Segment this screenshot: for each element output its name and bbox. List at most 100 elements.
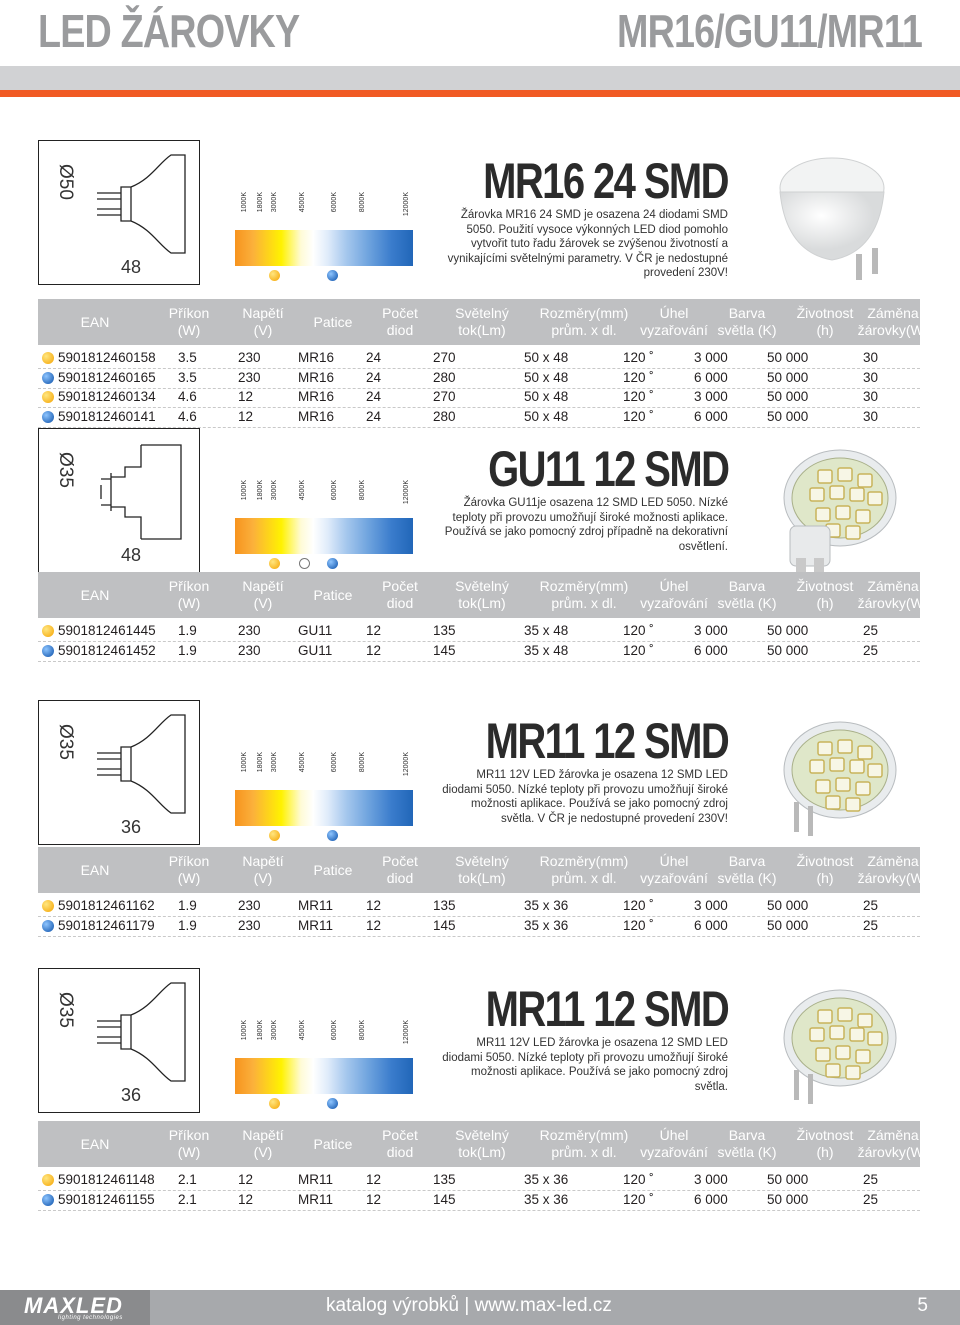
cell-zivotnost: 50 000 [767,389,809,404]
cell-barva: 6 000 [694,642,728,658]
cell-uhel: 120 ˚ [623,389,654,404]
cell-patice: GU11 [298,642,333,658]
temperature-label: 6000K [331,752,338,773]
header-line: (W) [177,870,201,886]
header-line: Barva [728,305,766,321]
header-line: EAN [80,586,110,603]
temperature-gradient [235,230,413,266]
header-line: Napětí [242,578,284,594]
warm-light-dot [42,391,54,403]
cell-prikon: 4.6 [178,389,197,404]
table-header: EAN Příkon (W) Napětí (V) Patice Počet diod Svět… [38,1121,928,1167]
column-header-rozmery: Rozměry(mm) prům. x dl. [530,1121,638,1167]
cell-ean: 5901812461452 [58,642,156,658]
row-divider [38,387,920,389]
cell-tok: 135 [433,623,456,638]
available-colors [235,266,413,282]
temperature-gradient [235,518,413,554]
cell-patice: MR16 [298,389,335,404]
header-line: Záměna [867,853,919,869]
column-header-rozmery: Rozměry(mm) prům. x dl. [530,847,638,893]
cold-light-dot [42,371,54,384]
temperature-label: 6000K [331,480,338,501]
row-divider [38,935,920,937]
bulb-photo [783,721,897,836]
header-line: žárovky(W) [857,870,929,886]
header-line: žárovky(W) [857,595,929,611]
temperature-label: 8000K [359,480,366,501]
header-line: Patice [313,861,353,878]
cell-tok: 145 [433,1191,456,1207]
maxled-logo-tagline: lighting technologies [58,1315,123,1321]
available-colors [235,1094,413,1110]
neutral-light-dot [299,558,310,569]
header-line: vyzařování [640,870,708,886]
bulb-drawing [97,154,186,254]
temperature-labels: 1000K 1800K 3000K 4500K 6000K 8000K 12000K [235,752,413,790]
table-row: 5901812460158 3.5 230 MR16 24 270 50 x 48 120 ˚… [38,349,920,368]
column-header-zivotnost: Životnost (h) [784,572,866,618]
color-temperature-scale: 1000K 1800K 3000K 4500K 6000K 8000K 12000K [235,752,413,842]
dimension-drawing: Ø35 36 [38,700,200,845]
header-line: Rozměry(mm) [539,305,629,321]
cell-tok: 270 [433,389,456,404]
table-row: 5901812460134 4.6 12 MR16 24 270 50 x 48 120 ˚ 3… [38,388,920,407]
column-header-zamena: Záměna žárovky(W) [858,847,929,893]
table-row: 5901812461179 1.9 230 MR11 12 145 35 x 36 120 ˚… [38,917,920,936]
column-header-barva: Barva světla (K) [710,1121,784,1167]
cell-uhel: 120 ˚ [623,1172,654,1187]
cell-ean: 5901812461155 [58,1191,155,1207]
table-row: 5901812461155 2.1 12 MR11 12 145 35 x 36 120 ˚ 6… [38,1191,920,1210]
cell-zamena: 30 [863,408,879,424]
cell-pocet: 24 [366,350,382,365]
temperature-label: 8000K [359,1020,366,1041]
header-line: Barva [728,853,766,869]
cell-zamena: 25 [863,1191,879,1207]
product-photo [760,702,910,857]
cell-tok: 145 [433,642,456,658]
header-band [0,66,960,90]
cell-rozmery: 50 x 48 [524,408,569,424]
cell-prikon: 2.1 [178,1172,197,1187]
column-header-pocet: Počet diod [366,847,434,893]
cell-uhel: 120 ˚ [623,898,654,913]
header-line: EAN [80,313,110,330]
temperature-label: 12000K [403,480,410,505]
header-line: žárovky(W) [857,322,929,338]
header-line: (W) [177,322,201,338]
cell-patice: MR11 [298,898,334,913]
header-line: světla (K) [717,1144,777,1160]
cell-ean: 5901812460158 [58,350,156,365]
cell-tok: 280 [433,408,456,424]
column-header-napeti: Napětí (V) [226,847,300,893]
cold-light-dot [327,830,338,841]
temperature-label: 12000K [403,752,410,777]
temperature-label: 1800K [257,192,264,213]
product-description: Žárovka MR16 24 SMD je osazena 24 diodam… [447,209,728,279]
header-line: EAN [80,861,110,878]
cell-rozmery: 50 x 48 [524,389,569,404]
header-line: diod [386,595,414,611]
cell-uhel: 120 ˚ [623,642,654,658]
column-header-napeti: Napětí (V) [226,1121,300,1167]
cell-prikon: 2.1 [178,1191,197,1207]
header-line: světla (K) [717,595,777,611]
cell-barva: 6 000 [694,369,728,385]
cell-ean: 5901812460134 [58,389,156,404]
header-line: Záměna [867,578,919,594]
cell-pocet: 12 [366,1191,382,1207]
header-line: (h) [816,870,834,886]
header-line: diod [386,870,414,886]
temperature-label: 1800K [257,1020,264,1041]
color-temperature-scale: 1000K 1800K 3000K 4500K 6000K 8000K 12000K [235,192,413,282]
cell-patice: MR11 [298,917,334,933]
cell-ean: 5901812461148 [58,1172,155,1187]
cell-barva: 3 000 [694,623,728,638]
cell-zamena: 25 [863,898,879,913]
temperature-label: 6000K [331,192,338,213]
cell-zivotnost: 50 000 [767,1191,809,1207]
column-header-zamena: Záměna žárovky(W) [858,299,929,345]
column-header-uhel: Úhel vyzařování [638,847,710,893]
footer-catalog-text: katalog výrobků | www.max-led.cz [326,1295,612,1316]
footer: MAXLED lighting technologies katalog výr… [0,1290,960,1325]
